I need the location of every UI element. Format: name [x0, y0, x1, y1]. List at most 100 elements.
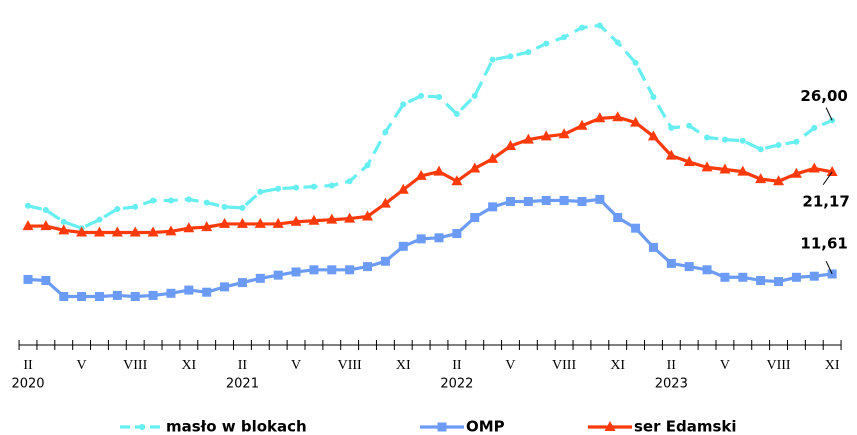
point: [543, 40, 550, 47]
legend-label: ser Edamski: [634, 418, 737, 435]
point: [42, 207, 49, 214]
x-tick-label: II: [23, 358, 33, 373]
point: [132, 203, 139, 210]
x-tick-label: V: [505, 358, 515, 373]
point: [630, 116, 642, 127]
point: [809, 271, 819, 281]
point: [345, 265, 355, 275]
point: [310, 183, 317, 190]
point: [201, 221, 213, 232]
point: [202, 287, 212, 297]
point: [184, 285, 194, 295]
x-tick-label: V: [291, 358, 301, 373]
x-group-label: 2020: [11, 377, 44, 392]
point: [147, 226, 159, 237]
point: [308, 214, 320, 225]
point: [40, 220, 52, 231]
point: [112, 290, 122, 300]
point: [721, 136, 728, 143]
point: [489, 56, 496, 63]
legend-label: OMP: [466, 418, 505, 435]
legend-marker: [437, 422, 447, 432]
point: [380, 256, 390, 266]
legend-marker: [139, 424, 145, 430]
point: [793, 138, 800, 145]
x-group-label: 2022: [440, 377, 473, 392]
point: [648, 242, 658, 252]
point: [614, 39, 621, 46]
point: [397, 183, 409, 194]
label-leader: [825, 107, 833, 121]
point: [275, 185, 282, 192]
point: [257, 188, 264, 195]
x-tick-label: II: [452, 358, 462, 373]
point: [183, 222, 195, 233]
x-tick-label: II: [238, 358, 248, 373]
point: [363, 262, 373, 272]
point: [129, 226, 141, 237]
point: [58, 224, 70, 235]
point: [632, 59, 639, 66]
point: [166, 288, 176, 298]
point: [647, 130, 659, 141]
x-group-label: 2023: [655, 377, 688, 392]
point: [327, 265, 337, 275]
label-leader: [822, 171, 833, 186]
point: [523, 197, 533, 207]
point: [59, 291, 69, 301]
x-tick-label: VIII: [123, 358, 147, 373]
point: [221, 203, 228, 210]
legend-label: masło w blokach: [166, 418, 307, 435]
x-tick-label: VIII: [338, 358, 362, 373]
point: [826, 165, 838, 176]
point: [737, 165, 749, 176]
point: [577, 197, 587, 207]
point: [790, 167, 802, 178]
point: [576, 119, 588, 130]
x-tick-label: XI: [825, 358, 840, 373]
point: [433, 165, 445, 176]
point: [650, 93, 657, 100]
x-tick-label: V: [77, 358, 87, 373]
point: [540, 130, 552, 141]
point: [436, 93, 443, 100]
point: [755, 173, 767, 184]
point: [702, 265, 712, 275]
point: [666, 258, 676, 268]
point: [738, 272, 748, 282]
point: [364, 162, 371, 169]
point: [362, 210, 374, 221]
series-line: [28, 115, 833, 235]
point: [239, 204, 246, 211]
point: [720, 272, 730, 282]
point: [114, 205, 121, 212]
point: [612, 111, 624, 122]
point: [686, 122, 693, 129]
point: [23, 274, 33, 284]
point: [309, 265, 319, 275]
point: [558, 128, 570, 139]
point: [596, 22, 603, 29]
point: [451, 175, 463, 186]
point: [291, 267, 301, 277]
point: [328, 182, 335, 189]
point: [561, 34, 568, 41]
value-label: 21,17: [802, 192, 849, 210]
point: [290, 215, 302, 226]
x-tick-label: XI: [610, 358, 625, 373]
point: [541, 195, 551, 205]
point: [578, 24, 585, 31]
point: [379, 197, 391, 208]
point: [203, 199, 210, 206]
point: [704, 134, 711, 141]
point: [22, 220, 34, 231]
point: [613, 213, 623, 223]
point: [773, 175, 785, 186]
point: [775, 141, 782, 148]
point: [111, 226, 123, 237]
point: [757, 146, 764, 153]
point: [774, 277, 784, 287]
point: [237, 278, 247, 288]
